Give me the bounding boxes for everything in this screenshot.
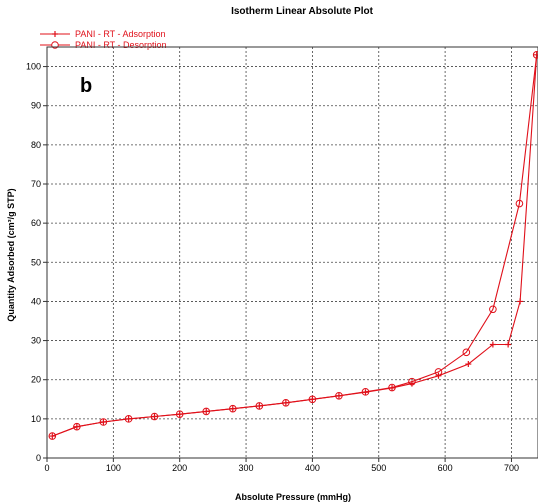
x-tick-label: 700	[504, 463, 519, 473]
x-tick-label: 100	[106, 463, 121, 473]
data-point	[434, 368, 443, 376]
data-point	[150, 412, 159, 421]
plot-area	[46, 46, 538, 459]
data-point	[73, 422, 81, 431]
data-point	[48, 432, 57, 440]
x-axis: 0 100 200 300 400 500 600 700	[44, 458, 519, 473]
chart-title: Isotherm Linear Absolute Plot	[231, 6, 374, 17]
data-point	[515, 199, 524, 208]
data-point	[462, 348, 471, 357]
data-point	[308, 395, 317, 404]
y-tick-label: 80	[31, 140, 41, 150]
legend-label: PANI - RT - Desorption	[75, 40, 167, 50]
panel-label: b	[80, 75, 92, 97]
y-tick-label: 90	[31, 101, 41, 111]
legend-item: PANI - RT - Adsorption	[40, 29, 166, 39]
data-point	[505, 341, 512, 348]
y-tick-label: 20	[31, 375, 41, 385]
y-axis: 0 10 20 30 40 50 60 70 80 90 100	[26, 62, 47, 463]
data-point	[435, 372, 442, 379]
y-tick-label: 60	[31, 218, 41, 228]
data-point	[465, 361, 472, 368]
legend-marker	[52, 31, 58, 37]
series-adsorption	[49, 51, 538, 440]
data-point	[99, 418, 108, 426]
x-tick-label: 0	[44, 463, 49, 473]
data-point	[282, 399, 290, 407]
y-tick-label: 30	[31, 336, 41, 346]
y-tick-label: 10	[31, 414, 41, 424]
series-layer	[48, 51, 538, 440]
data-point	[202, 407, 211, 416]
legend-item: PANI - RT - Desorption	[40, 40, 167, 50]
data-point	[408, 377, 416, 386]
y-tick-label: 50	[31, 257, 41, 267]
data-point	[175, 410, 184, 418]
series-line	[52, 54, 538, 437]
data-point	[517, 298, 524, 305]
data-point	[335, 391, 343, 400]
x-tick-label: 300	[239, 463, 254, 473]
y-tick-label: 100	[26, 62, 41, 72]
data-point	[489, 305, 497, 314]
y-tick-label: 70	[31, 179, 41, 189]
data-point	[489, 341, 496, 348]
data-point	[228, 404, 237, 413]
x-tick-label: 600	[438, 463, 453, 473]
series-line	[52, 54, 538, 437]
data-point	[361, 388, 370, 396]
legend-label: PANI - RT - Adsorption	[75, 29, 166, 39]
x-axis-label: Absolute Pressure (mmHg)	[235, 492, 351, 502]
x-tick-label: 500	[371, 463, 386, 473]
data-point	[388, 383, 396, 392]
y-axis-label: Quantity Adsorbed (cm³/g STP)	[6, 188, 16, 321]
data-point	[532, 51, 538, 59]
y-tick-label: 40	[31, 296, 41, 306]
x-tick-label: 400	[305, 463, 320, 473]
data-point	[255, 402, 264, 410]
x-tick-label: 200	[172, 463, 187, 473]
series-desorption	[48, 51, 538, 440]
data-point	[124, 415, 133, 423]
y-tick-label: 0	[36, 453, 41, 463]
grid	[47, 47, 538, 458]
